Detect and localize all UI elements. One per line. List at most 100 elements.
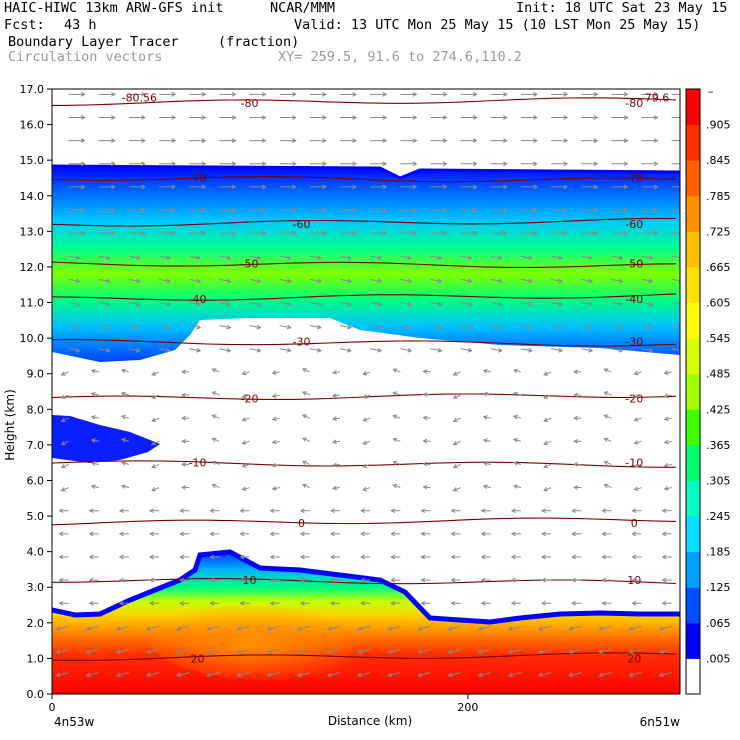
y-tick-label: 16.0 bbox=[20, 119, 45, 132]
vector-arrowhead bbox=[261, 161, 267, 167]
y-tick-label: 4.0 bbox=[27, 546, 45, 559]
vector-arrow bbox=[543, 371, 552, 376]
vector-arrowhead bbox=[201, 161, 207, 167]
vector-arrowhead bbox=[543, 417, 549, 422]
vector-arrow bbox=[327, 649, 341, 653]
colorbar-swatch bbox=[686, 373, 700, 410]
vector-arrow bbox=[189, 348, 201, 352]
vector-arrowhead bbox=[271, 439, 277, 445]
vector-arrow bbox=[98, 325, 110, 329]
vector-arrowhead bbox=[105, 347, 111, 353]
vector-arrowhead bbox=[201, 184, 207, 190]
vector-arrowhead bbox=[653, 138, 659, 143]
vector-arrowhead bbox=[360, 508, 365, 514]
vector-arrowhead bbox=[653, 115, 659, 120]
vector-arrow bbox=[151, 440, 160, 445]
vector-arrow bbox=[543, 394, 552, 399]
vector-arrow bbox=[309, 325, 321, 329]
vector-arrowhead bbox=[316, 301, 322, 307]
vector-arrowhead bbox=[331, 416, 337, 421]
vector-arrowhead bbox=[377, 347, 383, 353]
colorbar-swatch bbox=[686, 480, 700, 517]
isotherm-label: -50 bbox=[241, 257, 259, 270]
vector-arrowhead bbox=[211, 483, 217, 489]
vector-arrow bbox=[508, 625, 522, 630]
vector-arrow bbox=[483, 393, 491, 396]
vector-arrowhead bbox=[412, 115, 418, 120]
vector-arrow bbox=[332, 417, 341, 420]
y-tick-label: 11.0 bbox=[20, 297, 45, 310]
vector-arrowhead bbox=[360, 577, 365, 583]
vector-arrowhead bbox=[196, 301, 202, 307]
vector-arrowhead bbox=[527, 255, 533, 260]
vector-arrow bbox=[550, 325, 563, 329]
vector-arrow bbox=[91, 369, 99, 373]
vector-arrowhead bbox=[118, 554, 124, 560]
y-tick-label: 10.0 bbox=[20, 332, 45, 345]
vector-arrowhead bbox=[573, 392, 579, 398]
vector-arrowhead bbox=[663, 486, 669, 491]
vector-arrowhead bbox=[407, 301, 413, 307]
vector-arrowhead bbox=[538, 649, 544, 654]
vector-arrowhead bbox=[467, 324, 473, 330]
vector-arrow bbox=[242, 417, 250, 421]
vector-arrowhead bbox=[573, 485, 579, 490]
vector-arrow bbox=[634, 417, 642, 421]
vector-arrowhead bbox=[480, 531, 486, 537]
vector-arrow bbox=[159, 302, 171, 306]
vector-arrow bbox=[418, 625, 431, 630]
vector-arrow bbox=[177, 649, 190, 653]
colorbar-swatch bbox=[686, 622, 700, 659]
vector-arrow bbox=[581, 348, 593, 352]
colorbar-swatch bbox=[686, 266, 700, 304]
vector-arrow bbox=[128, 278, 141, 282]
vector-arrowhead bbox=[603, 414, 609, 419]
vector-arrow bbox=[611, 348, 623, 352]
vector-arrow bbox=[116, 625, 130, 630]
vector-arrow bbox=[121, 485, 130, 489]
vector-arrowhead bbox=[151, 440, 157, 446]
isotherm-line bbox=[52, 293, 677, 301]
vector-arrowhead bbox=[269, 600, 275, 606]
vector-arrowhead bbox=[472, 161, 478, 167]
vector-arrowhead bbox=[291, 230, 297, 236]
vector-arrow bbox=[68, 278, 80, 282]
vector-arrowhead bbox=[661, 531, 667, 537]
vector-arrowhead bbox=[352, 161, 358, 167]
vector-arrowhead bbox=[623, 207, 629, 213]
colorbar-swatch bbox=[686, 231, 700, 268]
colorbar-swatch bbox=[686, 124, 700, 161]
vector-arrowhead bbox=[392, 484, 398, 489]
vector-arrowhead bbox=[151, 371, 157, 376]
vector-arrow bbox=[490, 348, 502, 352]
vector-arrowhead bbox=[231, 161, 237, 167]
isotherm-label: -60 bbox=[625, 218, 643, 231]
vector-arrowhead bbox=[648, 347, 654, 353]
vector-arrowhead bbox=[472, 230, 478, 236]
vector-arrowhead bbox=[593, 91, 599, 97]
vector-arrowhead bbox=[603, 460, 609, 466]
vector-arrow bbox=[604, 484, 612, 489]
vector-arrow bbox=[267, 625, 280, 630]
vector-arrowhead bbox=[543, 394, 549, 399]
vector-arrowhead bbox=[472, 207, 478, 213]
colorbar-swatch bbox=[686, 160, 700, 197]
vector-arrow bbox=[116, 649, 130, 653]
vector-arrowhead bbox=[256, 255, 262, 260]
vector-arrowhead bbox=[472, 138, 478, 143]
vector-arrow bbox=[393, 368, 401, 373]
vector-arrow bbox=[659, 649, 672, 653]
center-label: NCAR/MMM bbox=[270, 0, 336, 16]
vector-arrowhead bbox=[588, 278, 594, 284]
vector-arrow bbox=[400, 348, 412, 352]
low-value: -79.6 bbox=[641, 92, 669, 105]
x-tick-label: 0 bbox=[49, 701, 56, 714]
y-tick-label: 6.0 bbox=[27, 474, 45, 487]
vector-arrowhead bbox=[653, 161, 659, 167]
vector-arrowhead bbox=[588, 255, 594, 260]
vector-arrow bbox=[671, 302, 680, 305]
vector-arrow bbox=[513, 369, 522, 373]
vector-arrow bbox=[671, 278, 680, 282]
vector-arrowhead bbox=[176, 626, 182, 631]
vector-arrow bbox=[629, 625, 642, 630]
